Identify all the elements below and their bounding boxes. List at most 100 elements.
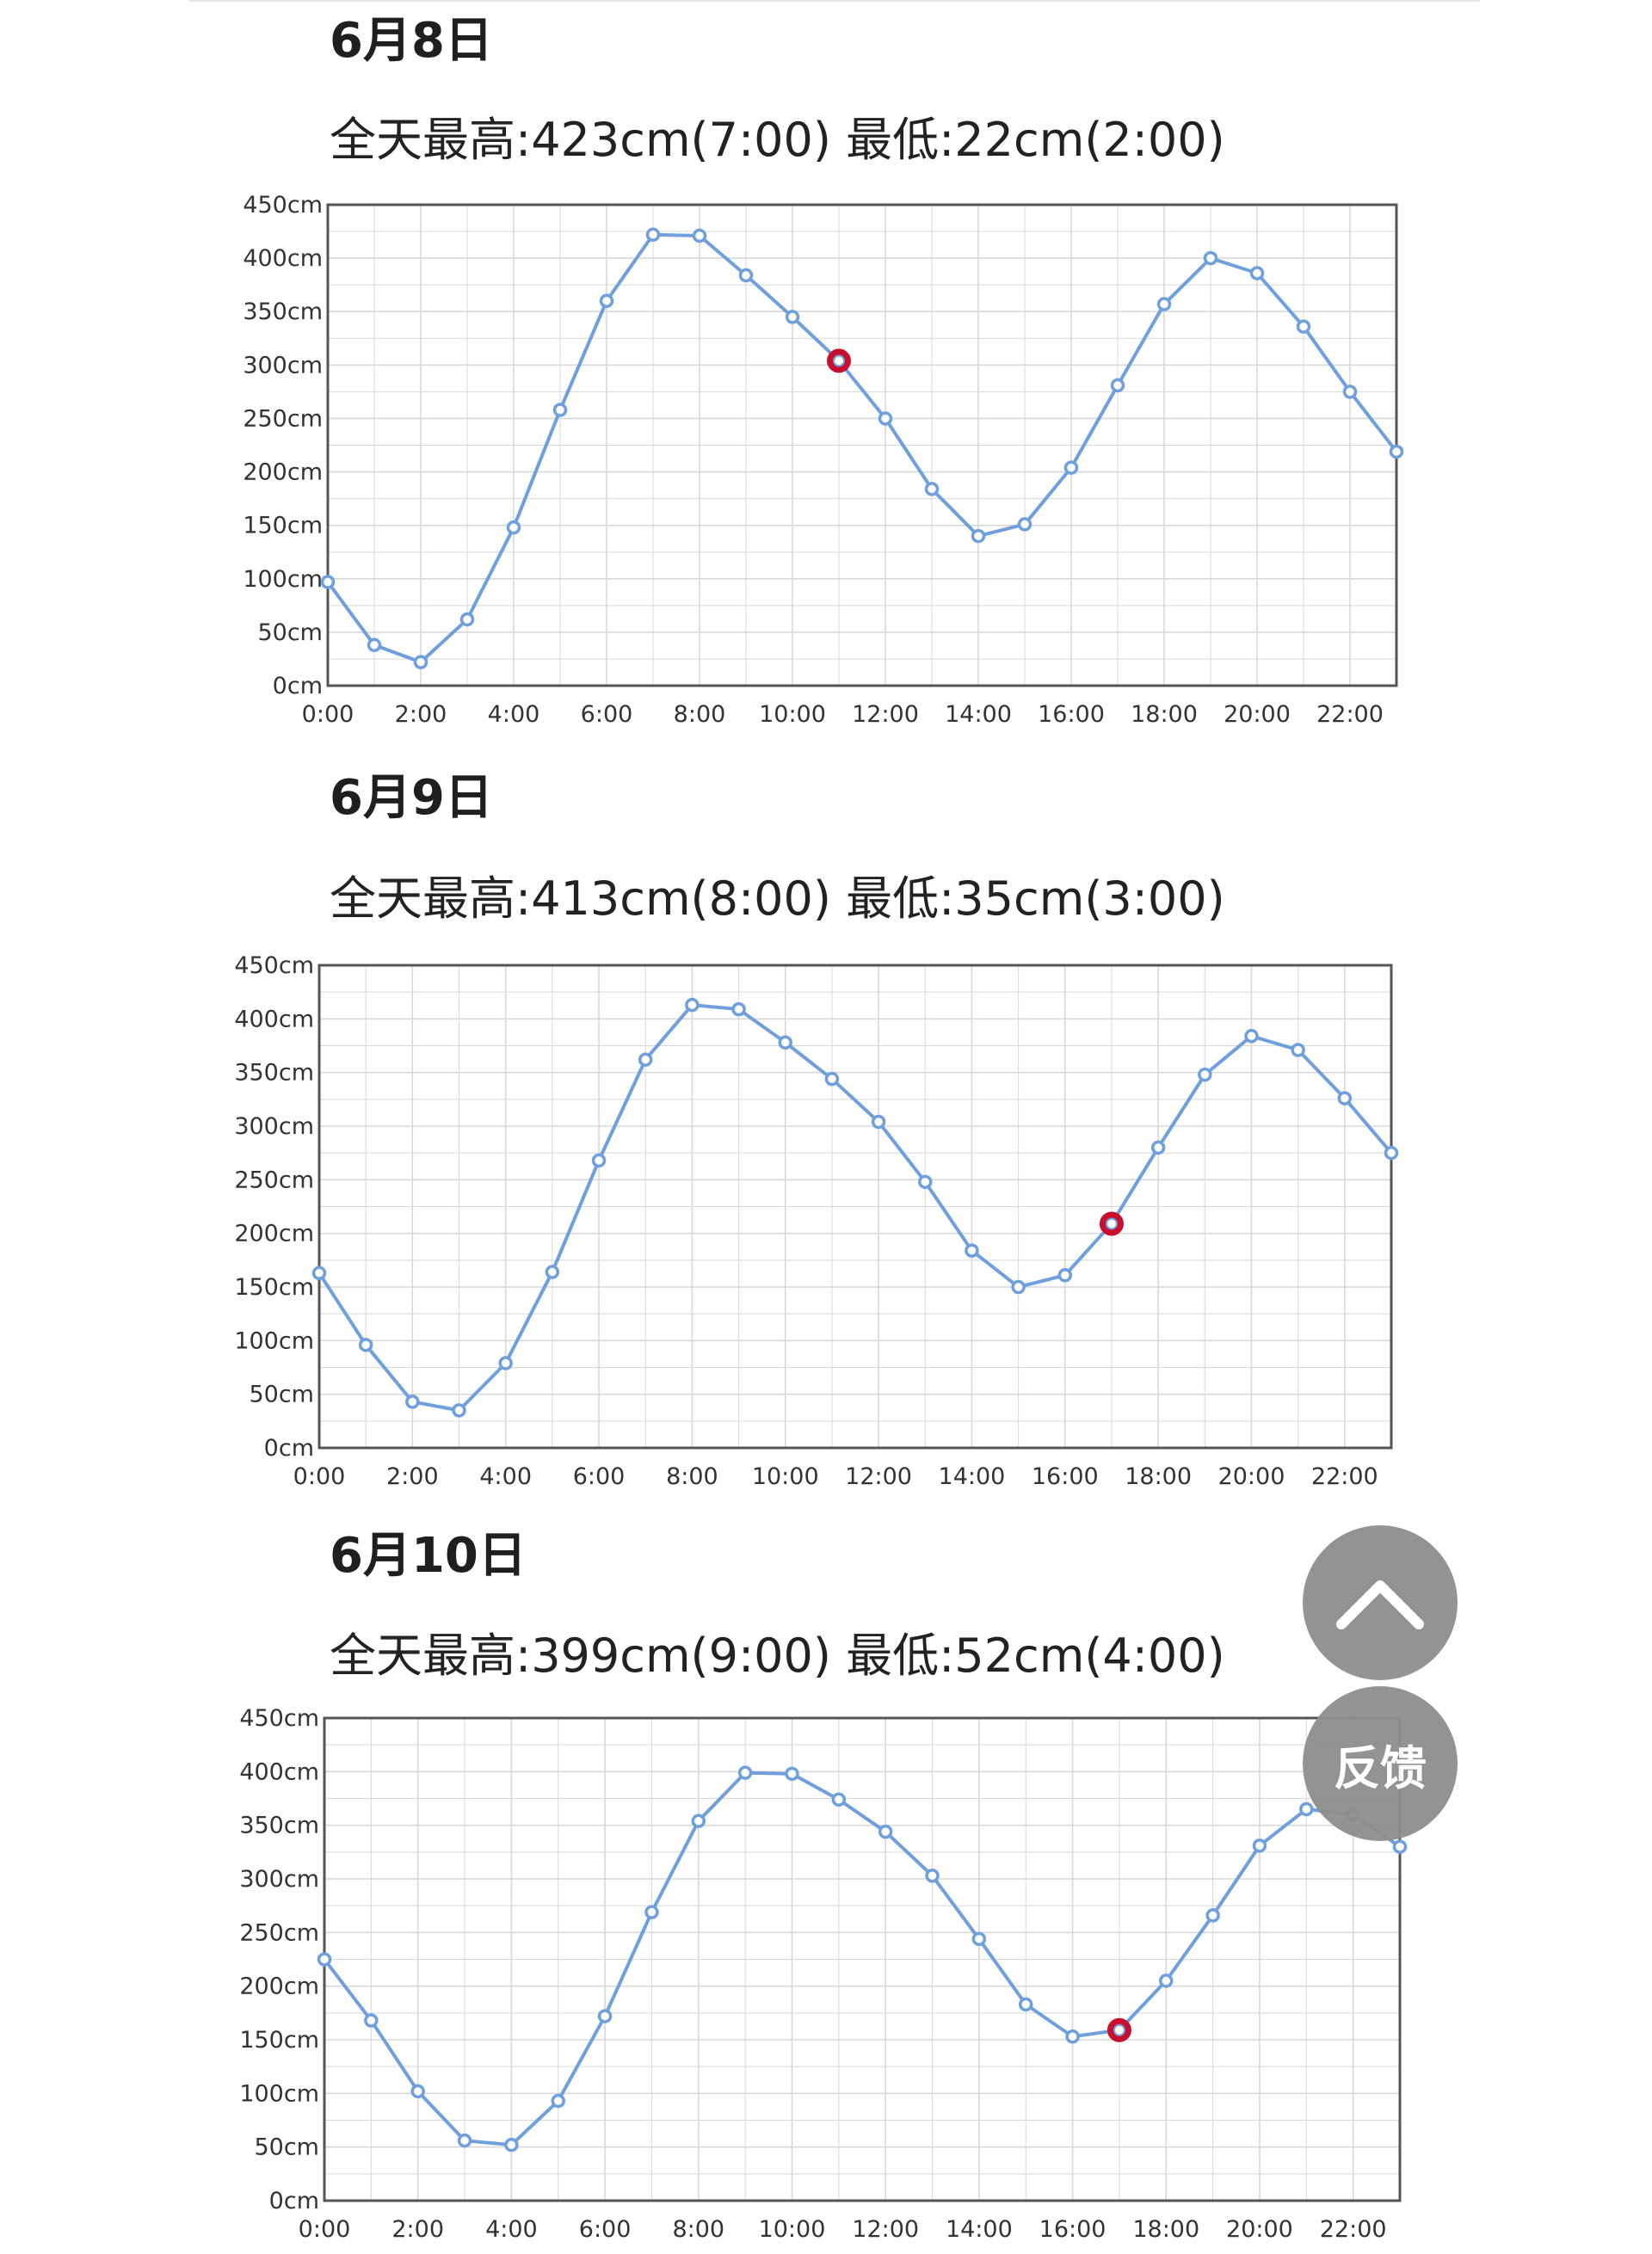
y-tick-label: 0cm [273,673,323,699]
data-point [364,2013,379,2028]
highlight-point-center [1113,2023,1125,2036]
data-point [1018,1997,1033,2012]
data-point [1156,297,1172,311]
tide-line [317,1003,1393,1413]
x-tick-label: 8:00 [674,701,726,728]
y-tick-label: 350cm [243,299,323,325]
data-point [878,411,893,426]
y-tick-label: 450cm [239,1705,319,1732]
data-point [311,1266,327,1281]
data-point [506,520,521,535]
back-to-top-button[interactable] [1303,1525,1458,1680]
data-point [691,1814,706,1828]
highlight-point-center [833,354,845,367]
data-point [413,655,428,669]
data-point [1249,266,1265,280]
x-tick-label: 14:00 [945,701,1012,728]
x-tick-label: 20:00 [1218,1463,1285,1490]
y-tick-label: 100cm [243,566,323,593]
y-tick-label: 300cm [239,1866,319,1893]
data-point [638,1052,653,1067]
data-point [1203,250,1218,266]
data-point [317,1952,332,1967]
y-tick-label: 450cm [234,952,314,979]
x-tick-label: 20:00 [1224,701,1291,728]
data-point [1017,517,1032,532]
y-tick-label: 200cm [234,1221,314,1247]
x-tick-label: 22:00 [1316,701,1384,728]
data-point [498,1356,513,1370]
x-tick-label: 2:00 [386,1463,439,1490]
x-tick-label: 2:00 [395,701,447,728]
x-tick-label: 10:00 [752,1463,819,1490]
x-tick-label: 10:00 [759,2216,826,2243]
data-point [599,293,614,309]
x-tick-label: 12:00 [852,2216,919,2243]
y-tick-label: 200cm [243,459,323,486]
data-point [320,575,336,589]
data-point [1244,1029,1259,1044]
data-point [1384,1145,1399,1161]
x-tick-label: 8:00 [672,2216,724,2243]
x-tick-label: 20:00 [1226,2216,1293,2243]
data-point [1389,444,1404,459]
data-point [685,997,700,1013]
day-title-1: 6月8日 [330,13,493,69]
x-tick-label: 4:00 [485,2216,538,2243]
y-tick-label: 150cm [243,513,323,539]
data-point [692,228,707,243]
y-tick-label: 250cm [234,1167,314,1193]
tide-chart-1[interactable]: 0cm 50cm 100cm 150cm 200cm 250cm 300cm 350cm 400… [0,189,1652,740]
y-tick-label: 100cm [239,2080,319,2107]
y-tick-label: 200cm [239,1974,319,2000]
data-point [1392,1839,1408,1854]
data-point [551,2093,565,2109]
x-tick-label: 18:00 [1131,701,1198,728]
data-point [457,2133,472,2148]
data-point [1150,1140,1166,1155]
data-point [1065,2029,1080,2044]
y-tick-label: 50cm [249,1382,314,1408]
data-point [878,1824,893,1839]
y-tick-label: 400cm [239,1758,319,1785]
day-summary-3: 全天最高:399cm(9:00) 最低:52cm(4:00) [330,1629,1225,1683]
data-point [1110,378,1125,393]
y-tick-label: 250cm [239,1919,319,1946]
x-tick-label: 2:00 [391,2216,444,2243]
data-point [824,1071,840,1087]
tide-chart-2[interactable]: 0cm 50cm 100cm 150cm 200cm 250cm 300cm 350cm 400… [0,951,1652,1501]
data-point [1337,1091,1353,1105]
data-point [918,1174,933,1190]
x-tick-label: 16:00 [1039,2216,1106,2243]
x-tick-label: 14:00 [939,1463,1006,1490]
x-tick-label: 18:00 [1132,2216,1199,2243]
x-tick-label: 6:00 [573,1463,626,1490]
data-point [410,2084,425,2099]
y-tick-label: 450cm [243,192,323,219]
data-point [644,1905,659,1919]
data-point [785,310,800,324]
x-tick-label: 18:00 [1125,1463,1192,1490]
data-point [1291,1043,1305,1057]
chart-frame [317,964,1393,1450]
data-point [452,1403,466,1418]
y-tick-label: 300cm [243,352,323,379]
x-tick-label: 6:00 [579,2216,632,2243]
x-tick-label: 10:00 [759,701,826,728]
x-tick-label: 22:00 [1311,1463,1378,1490]
y-tick-label: 100cm [234,1327,314,1354]
data-point [1198,1067,1212,1082]
data-point [971,528,986,544]
x-tick-label: 0:00 [299,2216,351,2243]
data-point [965,1243,979,1258]
data-point [971,1931,987,1947]
data-point [367,637,382,653]
y-tick-label: 150cm [239,2027,319,2054]
y-tick-label: 0cm [264,1435,314,1462]
data-point [1011,1279,1026,1295]
data-point [737,1765,753,1780]
feedback-button[interactable]: 反馈 [1303,1686,1458,1841]
y-tick-label: 350cm [234,1060,314,1087]
x-tick-label: 14:00 [946,2216,1013,2243]
x-tick-label: 6:00 [581,701,633,728]
